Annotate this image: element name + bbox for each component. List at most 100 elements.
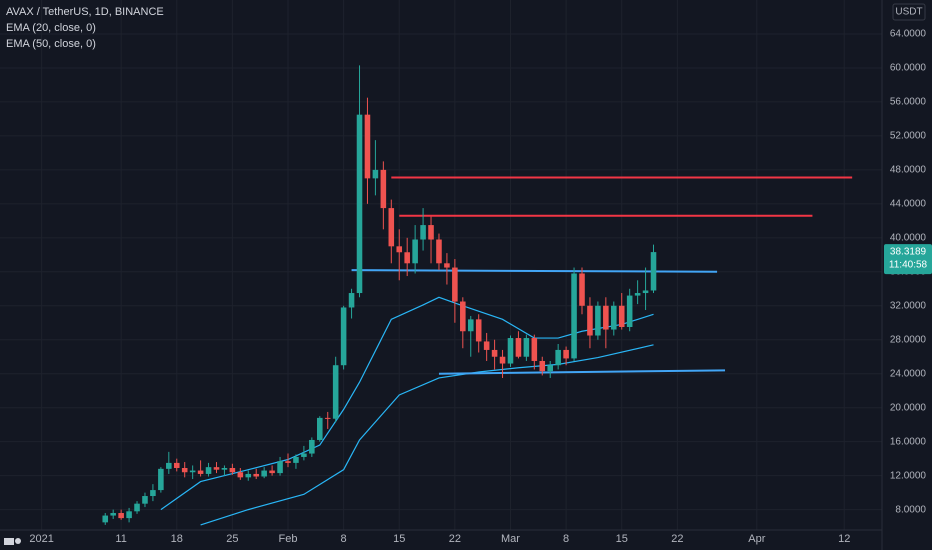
candle-body xyxy=(483,341,490,350)
logo xyxy=(4,538,21,545)
candle-body xyxy=(364,114,371,179)
candle-body xyxy=(372,169,379,179)
candle-body xyxy=(555,349,561,366)
candle-body xyxy=(142,496,148,504)
x-tick-label: Apr xyxy=(748,533,765,545)
candle-body xyxy=(475,319,482,342)
candle-body xyxy=(237,472,244,478)
x-tick-label: 22 xyxy=(449,533,461,545)
candle-body xyxy=(197,470,204,474)
candle-body xyxy=(348,293,355,308)
candle-body xyxy=(181,467,188,473)
y-tick-label: 12.0000 xyxy=(890,470,927,481)
candle-body xyxy=(452,267,458,302)
y-tick-label: 24.0000 xyxy=(890,368,927,379)
candle-body xyxy=(460,301,466,332)
last-price-box xyxy=(884,244,932,275)
candle-body xyxy=(515,338,522,357)
candle-body xyxy=(110,513,116,516)
candle-body xyxy=(301,453,307,457)
candle-body xyxy=(245,473,252,478)
y-tick-label: 8.0000 xyxy=(895,504,926,515)
x-tick-label: 15 xyxy=(393,533,405,545)
chart-title: AVAX / TetherUS, 1D, BINANCE xyxy=(6,6,164,18)
y-tick-label: 32.0000 xyxy=(890,300,927,311)
x-tick-label: 11 xyxy=(115,533,126,545)
candle-body xyxy=(428,225,434,240)
candle-body xyxy=(444,263,450,268)
candle-body xyxy=(213,467,220,470)
candle-body xyxy=(285,461,291,463)
x-tick-label: 18 xyxy=(171,533,183,545)
x-tick-label: 8 xyxy=(341,533,347,545)
ema-line xyxy=(160,296,654,511)
candle-body xyxy=(173,462,180,468)
candle-body xyxy=(332,365,339,419)
candle-body xyxy=(603,305,609,330)
currency-box[interactable] xyxy=(892,3,926,21)
x-tick-label: 8 xyxy=(563,533,569,545)
candle-body xyxy=(420,225,426,240)
candle-body xyxy=(189,470,196,473)
candle-body xyxy=(221,467,228,470)
candle-body xyxy=(579,273,585,306)
candle-body xyxy=(531,338,538,361)
candle-body xyxy=(269,470,275,474)
plot xyxy=(102,65,853,526)
legend-entry[interactable]: EMA (20, close, 0) xyxy=(6,22,96,34)
candle-body xyxy=(150,490,156,497)
x-tick-label: 15 xyxy=(616,533,628,545)
candle-body xyxy=(587,305,593,336)
x-tick-label: 12 xyxy=(838,533,850,545)
candle-body xyxy=(118,513,124,519)
y-tick-label: 20.0000 xyxy=(890,402,927,413)
y-tick-label: 44.0000 xyxy=(890,198,927,209)
candle-body xyxy=(166,462,172,469)
currency-label[interactable]: USDT xyxy=(895,7,922,18)
candle-body xyxy=(261,470,267,477)
candle-body xyxy=(102,515,109,523)
candle-body xyxy=(380,169,387,209)
candle-body xyxy=(491,349,498,357)
candle-body xyxy=(626,295,633,328)
candle-body xyxy=(523,338,530,357)
candle-body xyxy=(340,307,347,366)
candle-body xyxy=(499,356,506,364)
candle-body xyxy=(277,461,283,474)
candle-body xyxy=(317,417,323,440)
countdown-label: 11:40:58 xyxy=(889,260,928,271)
candle-body xyxy=(126,511,132,519)
candle-body xyxy=(611,305,617,330)
candle-body xyxy=(650,252,657,291)
y-tick-label: 48.0000 xyxy=(890,165,927,176)
y-tick-label: 40.0000 xyxy=(890,232,927,243)
candle-body xyxy=(134,503,140,512)
y-tick-label: 28.0000 xyxy=(890,334,927,345)
trend-line xyxy=(438,369,726,375)
candle-body xyxy=(634,293,641,296)
candle-body xyxy=(539,360,546,372)
y-tick-label: 56.0000 xyxy=(890,97,927,108)
candle-body xyxy=(642,290,649,294)
last-price-label: 38.3189 xyxy=(890,247,927,258)
candle-body xyxy=(412,239,418,264)
candle-body xyxy=(571,273,577,359)
x-tick-label: 25 xyxy=(226,533,238,545)
candle-body xyxy=(436,239,442,264)
candle-body xyxy=(547,365,553,372)
y-tick-label: 52.0000 xyxy=(890,131,927,142)
y-tick-label: 64.0000 xyxy=(890,29,927,40)
candle-body xyxy=(205,467,212,474)
candle-body xyxy=(293,456,299,463)
candle-body xyxy=(253,473,259,477)
x-tick-label: Feb xyxy=(279,533,298,545)
candle-body xyxy=(396,246,403,253)
candle-body xyxy=(324,417,331,419)
y-tick-label: 16.0000 xyxy=(890,436,927,447)
candle-body xyxy=(618,305,625,328)
candle-body xyxy=(309,439,315,454)
candle-body xyxy=(158,468,164,491)
legend-entry[interactable]: EMA (50, close, 0) xyxy=(6,38,96,50)
